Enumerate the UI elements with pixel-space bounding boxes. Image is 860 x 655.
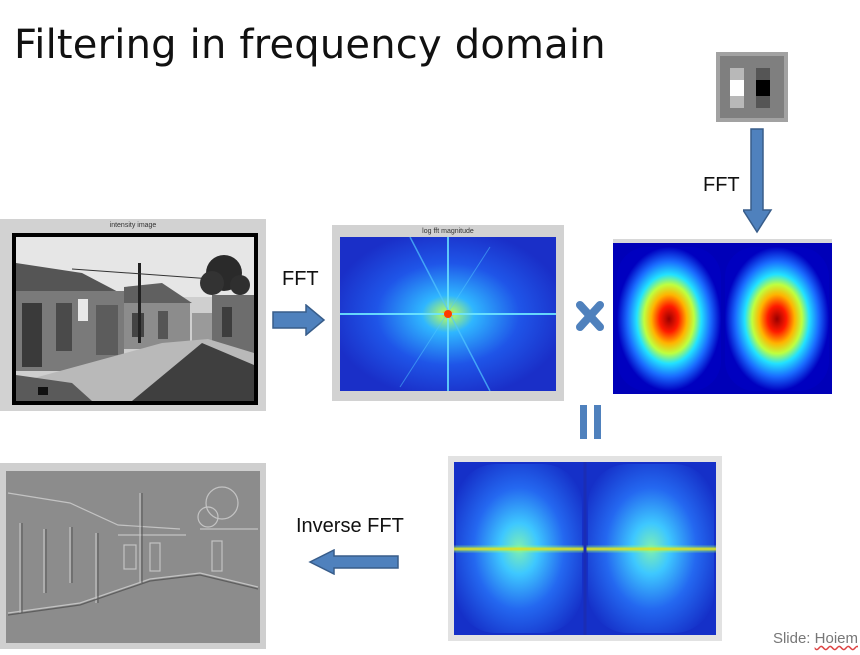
credit-prefix: Slide: [772, 630, 815, 647]
log-fft-magnitude-image [340, 237, 556, 391]
intensity-image [12, 233, 258, 405]
intensity-image-title: intensity image [109, 222, 157, 229]
slide-title: Filtering in frequency domain [14, 22, 606, 68]
slide-credit: Slide: Hoiem [773, 630, 858, 647]
intensity-image-panel: intensity image [0, 219, 266, 411]
log-fft-magnitude-panel: log fft magnitude [332, 225, 564, 401]
filtered-result-image [0, 463, 266, 649]
filter-kernel-image [716, 52, 788, 122]
filtered-spectrum-image [448, 456, 722, 641]
fft-top-label: FFT [703, 174, 740, 196]
inverse-fft-label: Inverse FFT [296, 515, 404, 537]
credit-name: Hoiem [814, 630, 858, 647]
inverse-fft-left-arrow [308, 549, 400, 575]
fft-down-arrow [743, 128, 773, 234]
multiply-icon [576, 301, 604, 331]
log-fft-magnitude-title: log fft magnitude [422, 228, 474, 235]
fft-right-arrow [272, 304, 326, 336]
equals-icon [578, 404, 604, 440]
fft-middle-label: FFT [282, 268, 319, 290]
filter-spectrum-image [613, 239, 832, 394]
